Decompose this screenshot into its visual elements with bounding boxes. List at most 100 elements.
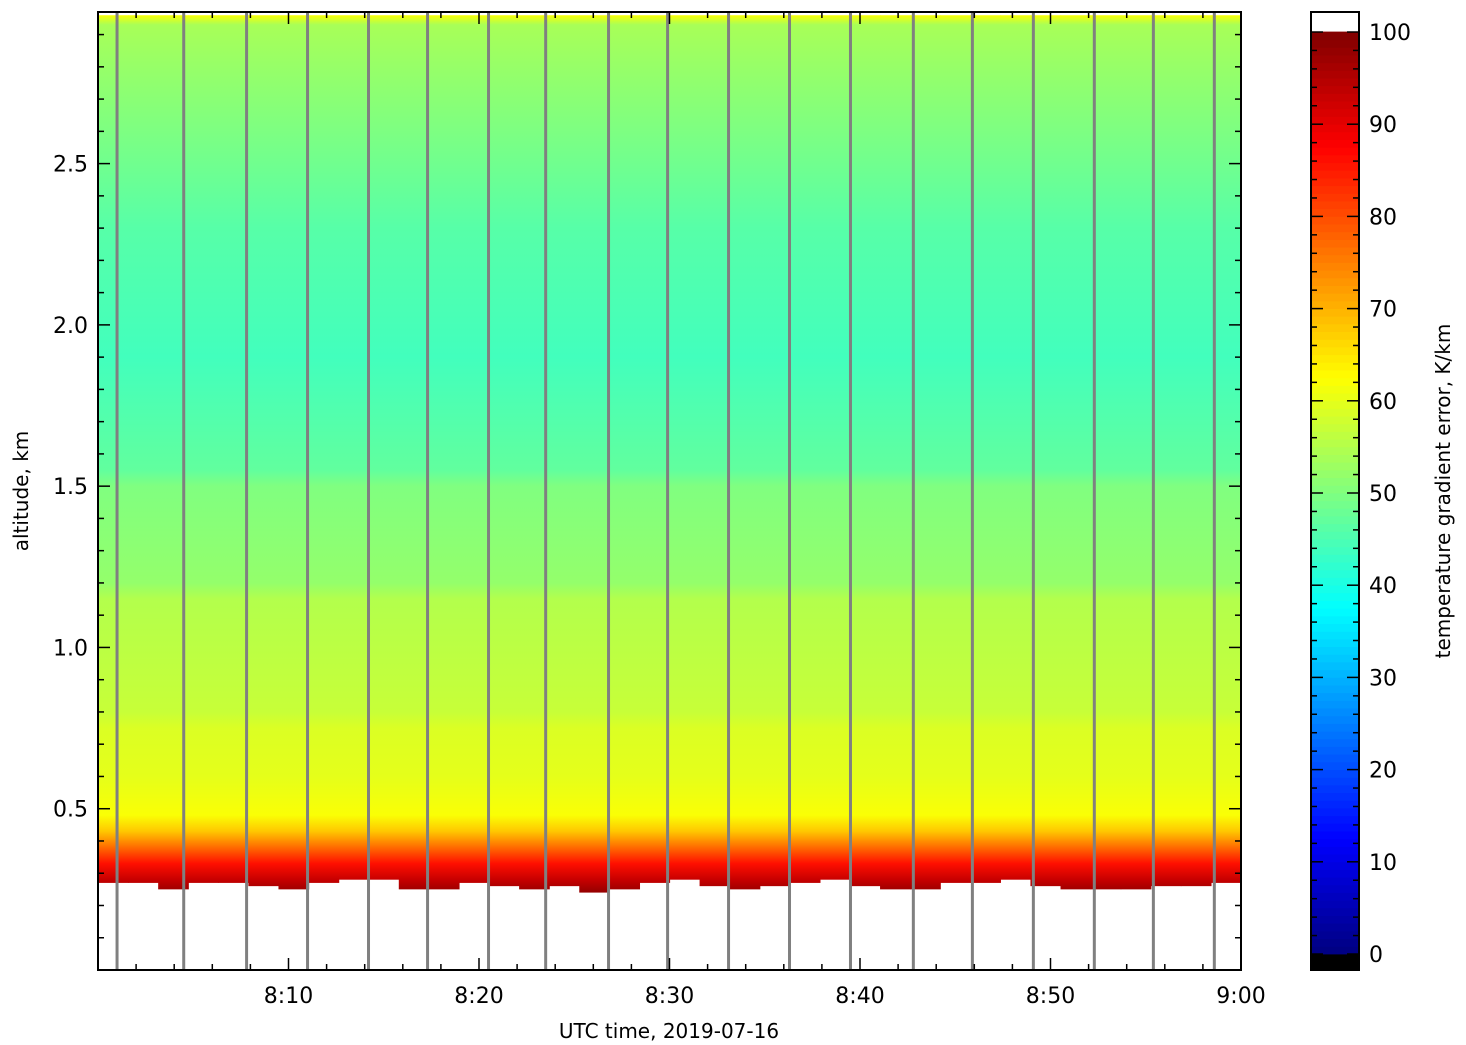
y-tick-label: 0.5 [53, 798, 88, 823]
colorbar-segment [1311, 93, 1359, 102]
colorbar-segment [1311, 377, 1359, 386]
colorbar-segment [1311, 408, 1359, 417]
colorbar-segment [1311, 938, 1359, 947]
colorbar-segment [1311, 569, 1359, 578]
plot-frame [97, 11, 1242, 971]
heatmap-column [849, 15, 881, 887]
colorbar-segment [1311, 861, 1359, 870]
colorbar-segment [1311, 600, 1359, 609]
heatmap-column [1000, 15, 1032, 880]
colorbar-segment [1311, 154, 1359, 164]
colorbar-segment [1311, 653, 1359, 663]
colorbar-segment [1311, 54, 1359, 64]
colorbar-segment [1311, 723, 1359, 732]
colorbar-segment [1311, 85, 1359, 94]
colorbar-segment [1311, 776, 1359, 786]
colorbar-segment [1311, 369, 1359, 379]
colorbar-segment [1311, 146, 1359, 156]
colorbar-segment [1311, 123, 1359, 133]
heatmap-column [1180, 15, 1212, 887]
heatmap-column [1210, 15, 1241, 883]
colorbar-segment [1311, 630, 1359, 640]
x-tick-label: 9:00 [1216, 984, 1265, 1009]
colorbar-segment [1311, 315, 1359, 325]
heatmap [98, 15, 1241, 893]
colorbar-segment [1311, 338, 1359, 348]
colorbar-segment [1311, 792, 1359, 801]
colorbar-segment [1311, 400, 1359, 409]
heatmap-column [549, 15, 580, 887]
colorbar-segment [1311, 846, 1359, 855]
heatmap-column [1030, 15, 1062, 887]
colorbar-segment [1311, 753, 1359, 763]
colorbar-ticks: 0 10 20 30 40 50 60 70 80 90 100 [1311, 21, 1411, 968]
colorbar-segment [1311, 323, 1359, 333]
heatmap-column [248, 15, 280, 887]
colorbar-segment [1311, 185, 1359, 194]
colorbar-segment [1311, 515, 1359, 525]
colorbar-segment [1311, 346, 1359, 356]
colorbar-segment [1311, 822, 1359, 832]
y-axis-label: altitude, km [9, 431, 33, 552]
colorbar-segment [1311, 169, 1359, 179]
colorbar-segment [1311, 77, 1359, 87]
colorbar-tick-label: 100 [1369, 21, 1411, 46]
heatmap-column [880, 15, 911, 890]
colorbar-segment [1311, 469, 1359, 479]
colorbar-tick-label: 40 [1369, 574, 1397, 599]
heatmap-column [609, 15, 641, 890]
colorbar-segment [1311, 853, 1359, 863]
heatmap-column [940, 15, 971, 883]
x-axis-label: UTC time, 2019-07-16 [559, 1019, 779, 1043]
colorbar-segment [1311, 446, 1359, 455]
colorbar-segment [1311, 223, 1359, 233]
colorbar-segment [1311, 431, 1359, 440]
x-tick-label: 8:10 [264, 984, 313, 1009]
colorbar-segment [1311, 907, 1359, 916]
colorbar-segment [1311, 899, 1359, 909]
colorbar-segment [1311, 246, 1359, 256]
colorbar-segment [1311, 661, 1359, 671]
colorbar-segment [1311, 277, 1359, 286]
heatmap-column [729, 15, 761, 890]
colorbar-segment [1311, 208, 1359, 217]
colorbar-segment [1311, 254, 1359, 263]
colorbar-segment [1311, 615, 1359, 625]
colorbar-segment [1311, 423, 1359, 432]
colorbar-segment [1311, 884, 1359, 893]
colorbar-segment [1311, 623, 1359, 632]
colorbar-tick-label: 50 [1369, 482, 1397, 507]
colorbar-segment [1311, 922, 1359, 932]
colorbar-segment [1311, 669, 1359, 678]
y-tick-label: 2.5 [53, 153, 88, 178]
heatmap-column [970, 15, 1001, 883]
heatmap-column [368, 15, 400, 880]
colorbar-segment [1311, 231, 1359, 240]
heatmap-column [398, 15, 430, 890]
heatmap-column [218, 15, 249, 883]
colorbar-segment [1311, 415, 1359, 425]
colorbar-segment [1311, 46, 1359, 56]
colorbar-segment [1311, 500, 1359, 509]
heatmap-column [639, 15, 671, 883]
plot-area: 8:10 8:20 8:30 8:40 8:50 9:00 0.5 1.0 1.5 2.0 2.5 [53, 11, 1266, 1009]
colorbar-segment [1311, 308, 1359, 317]
colorbar-tick-label: 0 [1369, 943, 1383, 968]
y-tick-label: 1.0 [53, 636, 88, 661]
colorbar-segment [1311, 269, 1359, 279]
colorbar-segment [1311, 492, 1359, 502]
colorbar-tick-label: 80 [1369, 205, 1397, 230]
heatmap-column [128, 15, 159, 883]
heatmap-column [669, 15, 701, 880]
colorbar-segment [1311, 738, 1359, 747]
colorbar-segment [1311, 730, 1359, 740]
colorbar-segment [1311, 239, 1359, 248]
colorbar-segment [1311, 692, 1359, 701]
colorbar-segment [1311, 561, 1359, 571]
heatmap-column [789, 15, 821, 883]
colorbar-segment [1311, 62, 1359, 71]
colorbar-segment [1311, 807, 1359, 817]
colorbar-segment [1311, 799, 1359, 809]
colorbar-segment [1311, 892, 1359, 901]
